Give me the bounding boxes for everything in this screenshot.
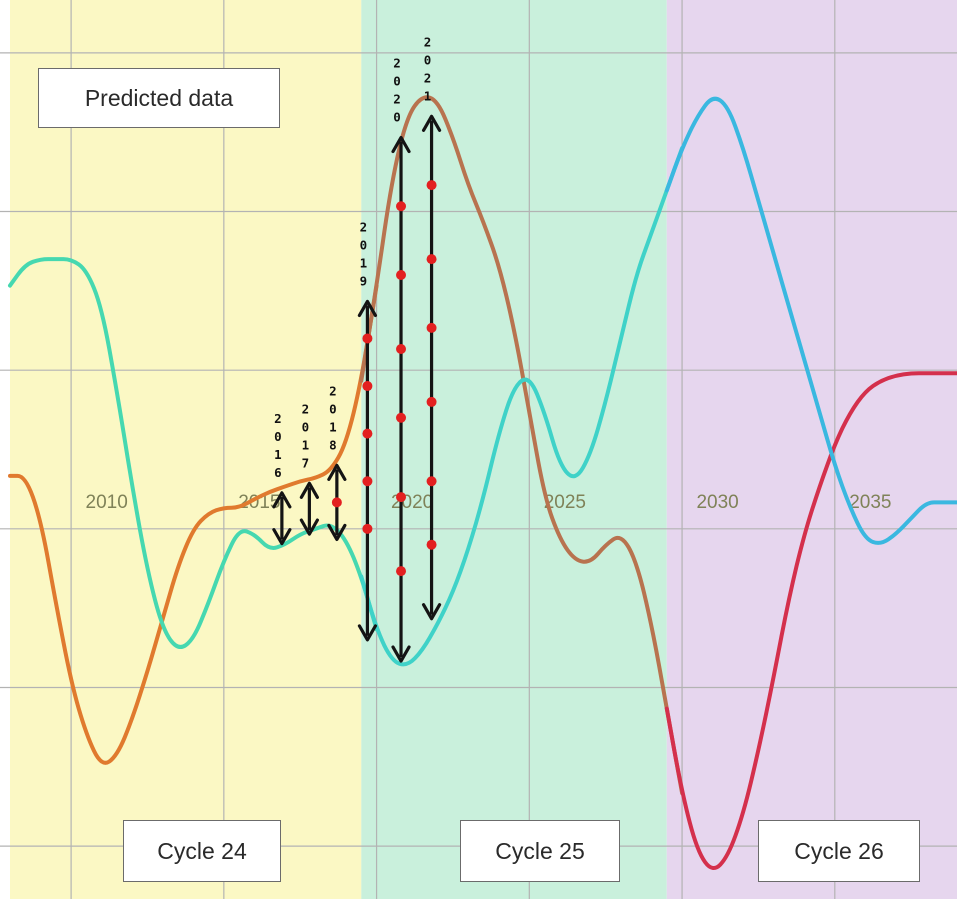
year-label-char: 0 [393,73,401,88]
year-label-char: 0 [302,419,310,434]
arrow-head-up [391,135,411,154]
year-label-char: 0 [274,429,282,444]
cycle-band-25 [361,0,667,899]
year-label-char: 2 [329,383,337,398]
red-dot [426,396,437,407]
red-dot [331,497,342,508]
cycle-24-label: Cycle 24 [123,820,281,882]
red-dot [426,180,437,191]
cycle-26-label: Cycle 26 [758,820,920,882]
red-dot [396,492,407,503]
x-tick-2010: 2010 [86,492,128,513]
year-label-char: 6 [274,465,282,480]
arrow-head-up [357,299,378,318]
arrow-head-up [327,463,347,481]
year-label-char: 2 [274,411,282,426]
arrow-head-down [357,624,378,642]
red-dot [396,269,407,280]
red-dot [362,428,373,439]
year-label-char: 8 [329,437,337,452]
red-dot [426,322,437,333]
year-marker-2020: 2020 [391,55,411,663]
red-dot [362,333,373,344]
arrow-head-down [421,603,442,621]
arrow-head-down [391,645,411,663]
year-label-char: 0 [329,401,337,416]
red-dot [362,381,373,392]
series-2-segment-2 [359,146,685,667]
year-label-char: 2 [393,91,401,106]
cycle-25-label: Cycle 25 [460,820,620,882]
year-label-char: 1 [424,88,432,103]
arrow-head-down [272,528,292,546]
arrow-head-down [299,518,319,536]
arrow-head-down [327,523,347,541]
year-label-char: 0 [424,52,432,67]
x-axis-ticks: 2010 2015 2020 2025 2030 2035 [86,492,892,513]
red-dot [426,476,437,487]
x-tick-2025: 2025 [544,492,586,513]
red-dot [362,476,373,487]
red-dot [362,523,373,534]
cycle-band-24 [10,0,362,899]
red-dot [396,201,407,212]
red-dot [396,344,407,355]
arrow-head-up [299,481,319,499]
year-label-char: 2 [424,34,432,49]
year-label-char: 2 [424,70,432,85]
x-tick-2030: 2030 [696,492,738,513]
red-dot [426,254,437,265]
red-dot [396,412,407,423]
year-label-char: 0 [393,109,401,124]
arrow-head-up [272,491,292,509]
year-label-char: 2 [302,401,310,416]
year-label-char: 1 [360,255,368,270]
predicted-data-label: Predicted data [38,68,280,128]
series-1-segment-3 [664,371,957,870]
year-label-char: 2 [360,219,368,234]
red-dot [426,539,437,550]
year-label-char: 7 [302,455,310,470]
x-tick-2015: 2015 [238,492,280,513]
cycle-bands [10,0,957,899]
arrow-head-up [421,114,442,132]
year-label-char: 1 [302,437,310,452]
red-dot [396,566,407,577]
series-1-segment-1 [8,283,379,765]
year-label-char: 9 [360,273,368,288]
year-label-char: 1 [329,419,337,434]
x-tick-2035: 2035 [849,492,891,513]
year-label-char: 1 [274,447,282,462]
year-label-char: 0 [360,237,368,252]
cycle-band-26 [666,0,957,899]
series-2-segment-3 [664,96,957,545]
year-label-char: 2 [393,55,401,70]
